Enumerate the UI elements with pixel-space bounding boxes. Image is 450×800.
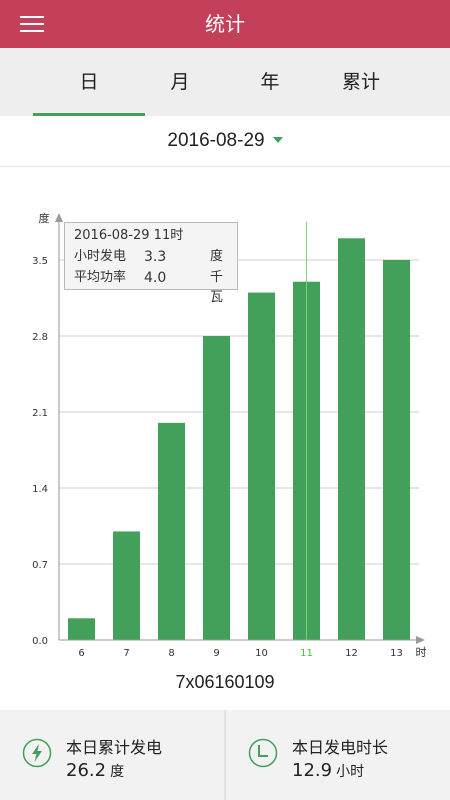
period-tabs: 日 月 年 累计 — [0, 48, 450, 116]
device-id: 7x06160109 — [175, 672, 275, 692]
daily-hours-label: 本日发电时长 — [292, 738, 389, 757]
footer-divider — [224, 710, 226, 800]
lightning-icon — [22, 738, 52, 768]
summary-footer: 本日累计发电 26.2 度 本日发电时长 12.9 小时 — [0, 710, 450, 800]
tooltip-row-power: 平均功率 4.0 千瓦 — [74, 268, 234, 305]
bar — [338, 238, 365, 641]
tooltip-unit-power: 千瓦 — [210, 270, 224, 305]
bar — [203, 336, 230, 640]
selected-date: 2016-08-29 — [167, 130, 265, 151]
daily-energy-value-group: 26.2 度 — [66, 760, 124, 781]
tooltip-value-energy: 3.3 — [144, 249, 167, 265]
chart-tooltip: 2016-08-29 11时 小时发电 3.3 度 平均功率 4.0 千瓦 — [64, 222, 238, 305]
daily-hours-value: 12.9 — [292, 760, 333, 781]
x-tick-label: 9 — [213, 648, 219, 659]
daily-hours-unit: 小时 — [336, 764, 365, 780]
x-axis-unit: 时 — [416, 646, 427, 659]
bar — [158, 422, 185, 640]
x-tick-label: 10 — [255, 648, 268, 659]
date-selector[interactable]: 2016-08-29 — [0, 116, 450, 167]
hourly-energy-chart[interactable]: 度 时 0.0 0.7 1.4 2.1 2.8 3.5 6 7 8 9 10 11 12 13 — [0, 200, 450, 665]
bar — [383, 260, 410, 640]
tab-year[interactable]: 年 — [260, 71, 280, 93]
x-tick-label: 13 — [390, 648, 403, 659]
x-axis-arrow — [416, 636, 425, 644]
y-axis-unit: 度 — [39, 211, 50, 225]
y-tick-label: 2.1 — [32, 408, 48, 419]
app-header: 统计 — [0, 0, 450, 48]
bar — [248, 292, 275, 640]
x-tick-label: 7 — [123, 648, 129, 659]
y-tick-label: 1.4 — [32, 484, 48, 495]
clock-icon — [248, 738, 278, 768]
x-tick-label: 8 — [168, 648, 174, 659]
daily-energy-unit: 度 — [110, 764, 125, 780]
tooltip-label-energy: 小时发电 — [74, 249, 127, 264]
y-axis-arrow — [55, 213, 63, 222]
bar — [68, 618, 95, 640]
y-tick-label: 0.0 — [32, 636, 48, 647]
daily-energy-card: 本日累计发电 26.2 度 — [0, 710, 224, 800]
daily-energy-value: 26.2 — [66, 760, 107, 781]
page-title: 统计 — [205, 12, 245, 36]
x-tick-label: 11 — [300, 648, 313, 659]
x-tick-label: 6 — [78, 648, 84, 659]
tooltip-row-energy: 小时发电 3.3 度 — [74, 247, 234, 267]
y-tick-label: 2.8 — [32, 332, 48, 343]
daily-energy-label: 本日累计发电 — [66, 738, 163, 757]
y-tick-label: 3.5 — [32, 256, 48, 267]
tab-total[interactable]: 累计 — [341, 71, 380, 93]
dropdown-caret-icon — [272, 136, 283, 143]
bar — [113, 531, 140, 640]
hamburger-menu-icon[interactable] — [20, 13, 44, 35]
tooltip-label-power: 平均功率 — [74, 270, 127, 285]
tab-month[interactable]: 月 — [170, 71, 190, 93]
tooltip-value-power: 4.0 — [144, 270, 167, 286]
y-tick-label: 0.7 — [32, 560, 48, 571]
tooltip-title: 2016-08-29 11时 — [74, 228, 184, 243]
tab-day[interactable]: 日 — [33, 48, 145, 116]
x-tick-label: 12 — [345, 648, 358, 659]
daily-hours-value-group: 12.9 小时 — [292, 760, 364, 781]
tooltip-unit-energy: 度 — [210, 249, 224, 264]
daily-hours-card: 本日发电时长 12.9 小时 — [226, 710, 450, 800]
